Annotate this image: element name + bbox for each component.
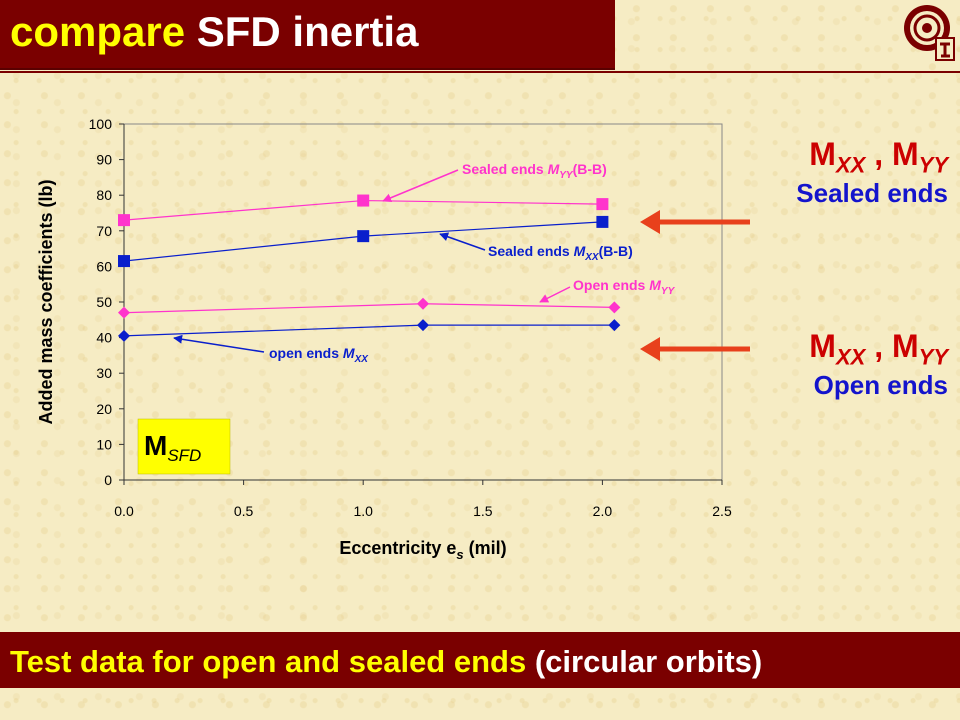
university-logo-icon (904, 5, 955, 61)
sealed_myy-annotation-post: (B-B) (573, 161, 607, 177)
open_myy-annotation-pre: Open ends (573, 277, 649, 293)
sealed_myy-annotation-m: M (548, 161, 560, 177)
added-mass-chart: 0 10 20 30 40 50 60 70 80 90 100 0.0 0.5 1.0 1.5 2.0 2.5… (36, 116, 750, 562)
y-tick-label: 80 (96, 187, 112, 203)
sealed_mxx-point (357, 230, 370, 243)
bottom-rest: (circular orbits) (526, 644, 763, 679)
x-tick-label: 0.0 (114, 503, 134, 519)
open_mxx-annotation-m: M (343, 345, 355, 361)
sealed-ends-label: MXX , MYY Sealed ends (796, 136, 948, 209)
y-tick-label: 60 (96, 258, 112, 274)
sealed_mxx-point (596, 215, 609, 228)
open_myy-point (417, 297, 429, 310)
title-divider (0, 71, 960, 73)
open_mxx-point (417, 319, 429, 332)
open_myy-annotation-arrow (539, 286, 571, 303)
open_mxx-annotation-pre: open ends (269, 345, 343, 361)
x-tick-label: 1.5 (473, 503, 493, 519)
y-tick-label: 50 (96, 294, 112, 310)
slide-title: compare SFD inertia (10, 8, 418, 56)
open_myy-annotation: Open ends MYY (573, 277, 676, 297)
y-tick-label: 40 (96, 330, 112, 346)
sealed_myy-annotation-sub: YY (559, 170, 574, 181)
sealed-pointer-arrow-head (640, 210, 660, 234)
sealed_mxx-annotation-arrow (439, 232, 486, 251)
sealed_mxx-annotation-m: M (574, 243, 586, 259)
title-bar: compare SFD inertia (0, 0, 615, 70)
open-ends-label: MXX , MYY Open ends (809, 328, 948, 401)
open_myy-line (123, 303, 615, 314)
sealed_myy-point (357, 194, 370, 207)
msfd-label: MSFD (144, 430, 201, 465)
title-rest: SFD inertia (185, 8, 419, 55)
x-tick-label: 0.5 (234, 503, 254, 519)
y-tick-label: 10 (96, 436, 112, 452)
sealed-ends-desc: Sealed ends (796, 178, 948, 209)
x-axis-label-tail: (mil) (464, 538, 507, 558)
bottom-caption: Test data for open and sealed ends (circ… (10, 644, 762, 680)
sealed_mxx-annotation: Sealed ends MXX(B-B) (488, 243, 633, 263)
sealed_mxx-annotation-sub: XX (584, 252, 600, 263)
x-tick-label: 1.0 (353, 503, 373, 519)
open_mxx-annotation: open ends MXX (269, 345, 369, 365)
open-pointer-arrow-head (640, 337, 660, 361)
sealed_mxx-annotation-post: (B-B) (599, 243, 633, 259)
y-tick-label: 90 (96, 152, 112, 168)
y-tick-label: 100 (89, 116, 113, 132)
sealed_myy-annotation-pre: Sealed ends (462, 161, 548, 177)
bottom-bar: Test data for open and sealed ends (circ… (0, 632, 960, 688)
x-axis-label-sub: s (456, 547, 463, 562)
open_myy-annotation-m: M (649, 277, 661, 293)
open-m-label: MXX , MYY (809, 328, 948, 370)
open_mxx-annotation-arrow (173, 334, 265, 353)
x-tick-label: 2.5 (712, 503, 732, 519)
sealed_myy-point (118, 214, 130, 227)
sealed-m-label: MXX , MYY (809, 136, 948, 178)
msfd-label-sub: SFD (167, 446, 201, 465)
open_myy-point (608, 301, 621, 314)
y-tick-label: 0 (104, 472, 112, 488)
open_mxx-point (608, 319, 621, 332)
sealed_myy-annotation: Sealed ends MYY(B-B) (462, 161, 607, 181)
y-tick-label: 20 (96, 401, 112, 417)
sealed_myy-point (596, 198, 609, 211)
open_mxx-annotation-sub: XX (354, 354, 370, 365)
x-axis-label-main: Eccentricity e (339, 538, 456, 558)
msfd-label-main: M (144, 430, 167, 461)
x-axis-label: Eccentricity es (mil) (339, 538, 506, 562)
sealed_mxx-point (118, 255, 130, 268)
sealed_mxx-annotation-pre: Sealed ends (488, 243, 574, 259)
x-tick-label: 2.0 (593, 503, 613, 519)
open_myy-annotation-sub: YY (661, 286, 676, 297)
title-keyword: compare (10, 8, 186, 55)
bottom-keyword: Test data for open and sealed ends (10, 644, 527, 679)
open-ends-desc: Open ends (813, 370, 948, 401)
open_mxx-point (118, 329, 130, 342)
open_myy-point (118, 306, 130, 319)
open_mxx-line (123, 324, 615, 337)
msfd-box (137, 418, 231, 475)
y-tick-label: 30 (96, 365, 112, 381)
y-axis-label: Added mass coefficients (lb) (36, 179, 56, 424)
sealed_myy-annotation-arrow (382, 169, 459, 203)
y-tick-label: 70 (96, 223, 112, 239)
